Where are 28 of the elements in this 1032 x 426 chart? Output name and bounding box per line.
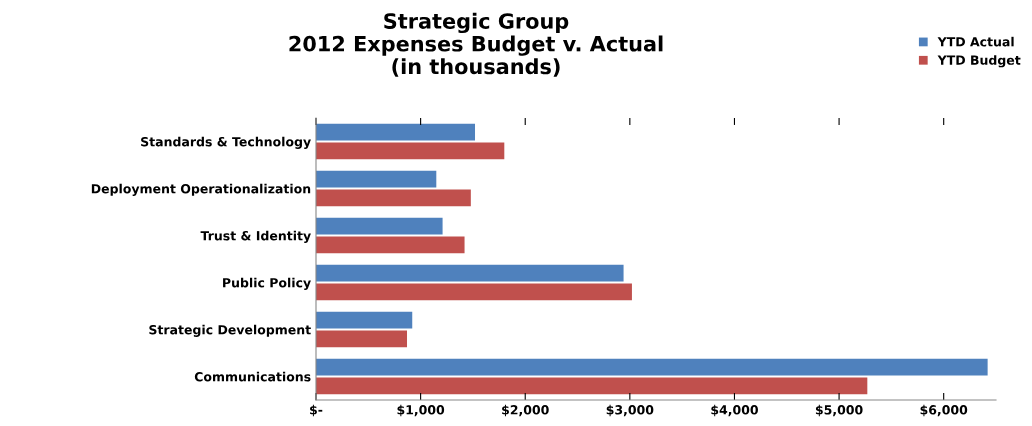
- x-tick-label: $4,000: [711, 404, 758, 417]
- bar: [316, 170, 437, 188]
- bar: [316, 236, 465, 254]
- x-tick-label: $6,000: [920, 404, 968, 417]
- bar: [316, 123, 476, 141]
- y-tick-label: Deployment Operationalization: [91, 183, 311, 196]
- legend-label: YTD Budget: [937, 55, 1021, 68]
- y-tick-label: Public Policy: [223, 277, 311, 290]
- bar: [316, 311, 413, 329]
- bar: [316, 264, 624, 282]
- bar: [316, 217, 443, 235]
- bar: [316, 377, 868, 395]
- x-tick-label: $5,000: [815, 404, 863, 417]
- bar: [316, 330, 408, 348]
- bar: [316, 189, 471, 207]
- x-tick-label: $1,000: [397, 404, 445, 417]
- x-tick-label: $-: [310, 404, 323, 417]
- legend-label: YTD Actual: [937, 36, 1014, 47]
- bar: [316, 142, 505, 160]
- chart-title: Strategic Group 2012 Expenses Budget v. Actual (in thousands): [289, 12, 663, 77]
- y-tick-label: Standards & Technology: [141, 136, 311, 149]
- x-tick-label: $2,000: [502, 404, 549, 417]
- y-tick-label: Strategic Development: [149, 324, 311, 337]
- y-tick-label: Communications: [194, 371, 311, 382]
- bar: [316, 283, 632, 301]
- bar: [316, 358, 988, 376]
- y-tick-label: Trust & Identity: [200, 230, 311, 243]
- x-tick-label: $3,000: [606, 404, 654, 417]
